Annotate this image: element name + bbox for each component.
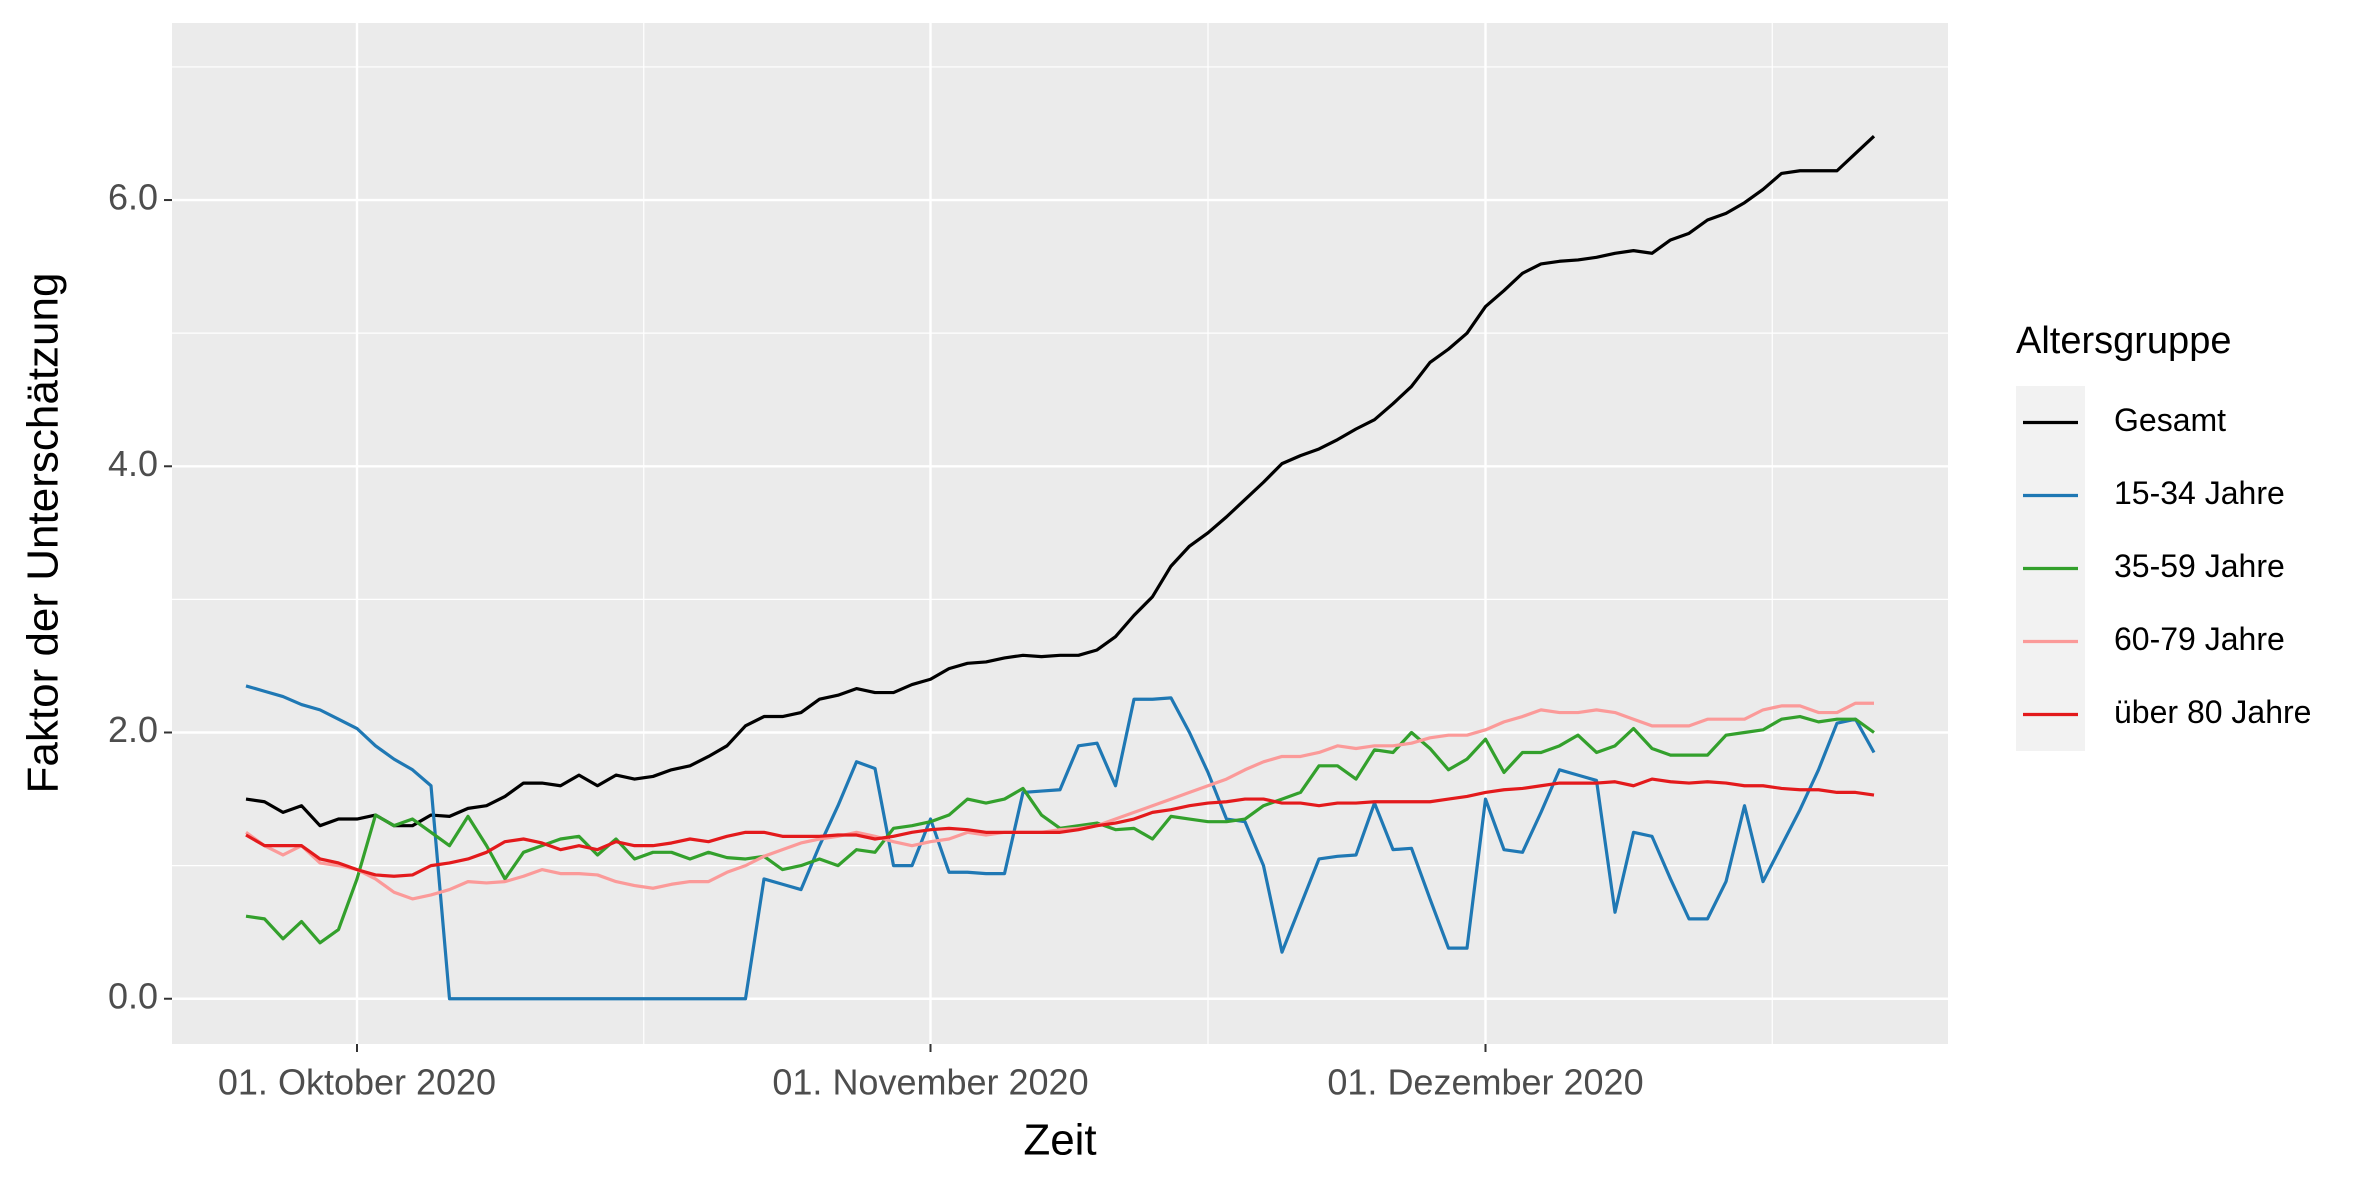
y-axis-title: Faktor der Unterschätzung [19,273,68,794]
y-tick-label: 0.0 [108,975,158,1016]
legend-label: Gesamt [2114,402,2226,438]
x-tick-label: 01. Dezember 2020 [1327,1062,1643,1103]
legend-title: Altersgruppe [2016,320,2231,362]
x-axis-title: Zeit [1023,1116,1096,1165]
grid [172,23,1948,1044]
legend-label: über 80 Jahre [2114,694,2311,730]
axes: 0.0 2.0 4.0 6.0 01. Oktober 2020 01. November… [108,177,1644,1103]
panel [172,23,1948,1044]
series-line [245,134,1876,828]
y-tick-label: 6.0 [108,177,158,218]
series-line [245,684,1876,1001]
lines [245,134,1876,1001]
legend-label: 60-79 Jahre [2114,621,2285,657]
legend: Altersgruppe Gesamt 15-34 Jahre 35-59 Jahre… [2016,320,2311,751]
series-line [245,701,1874,901]
y-tick-label: 2.0 [108,709,158,750]
legend-label: 35-59 Jahre [2114,548,2285,584]
x-tick-label: 01. November 2020 [772,1062,1088,1103]
x-tick-label: 01. Oktober 2020 [218,1062,496,1103]
series-line [245,777,1875,878]
legend-label: 15-34 Jahre [2114,475,2285,511]
y-tick-label: 4.0 [108,443,158,484]
